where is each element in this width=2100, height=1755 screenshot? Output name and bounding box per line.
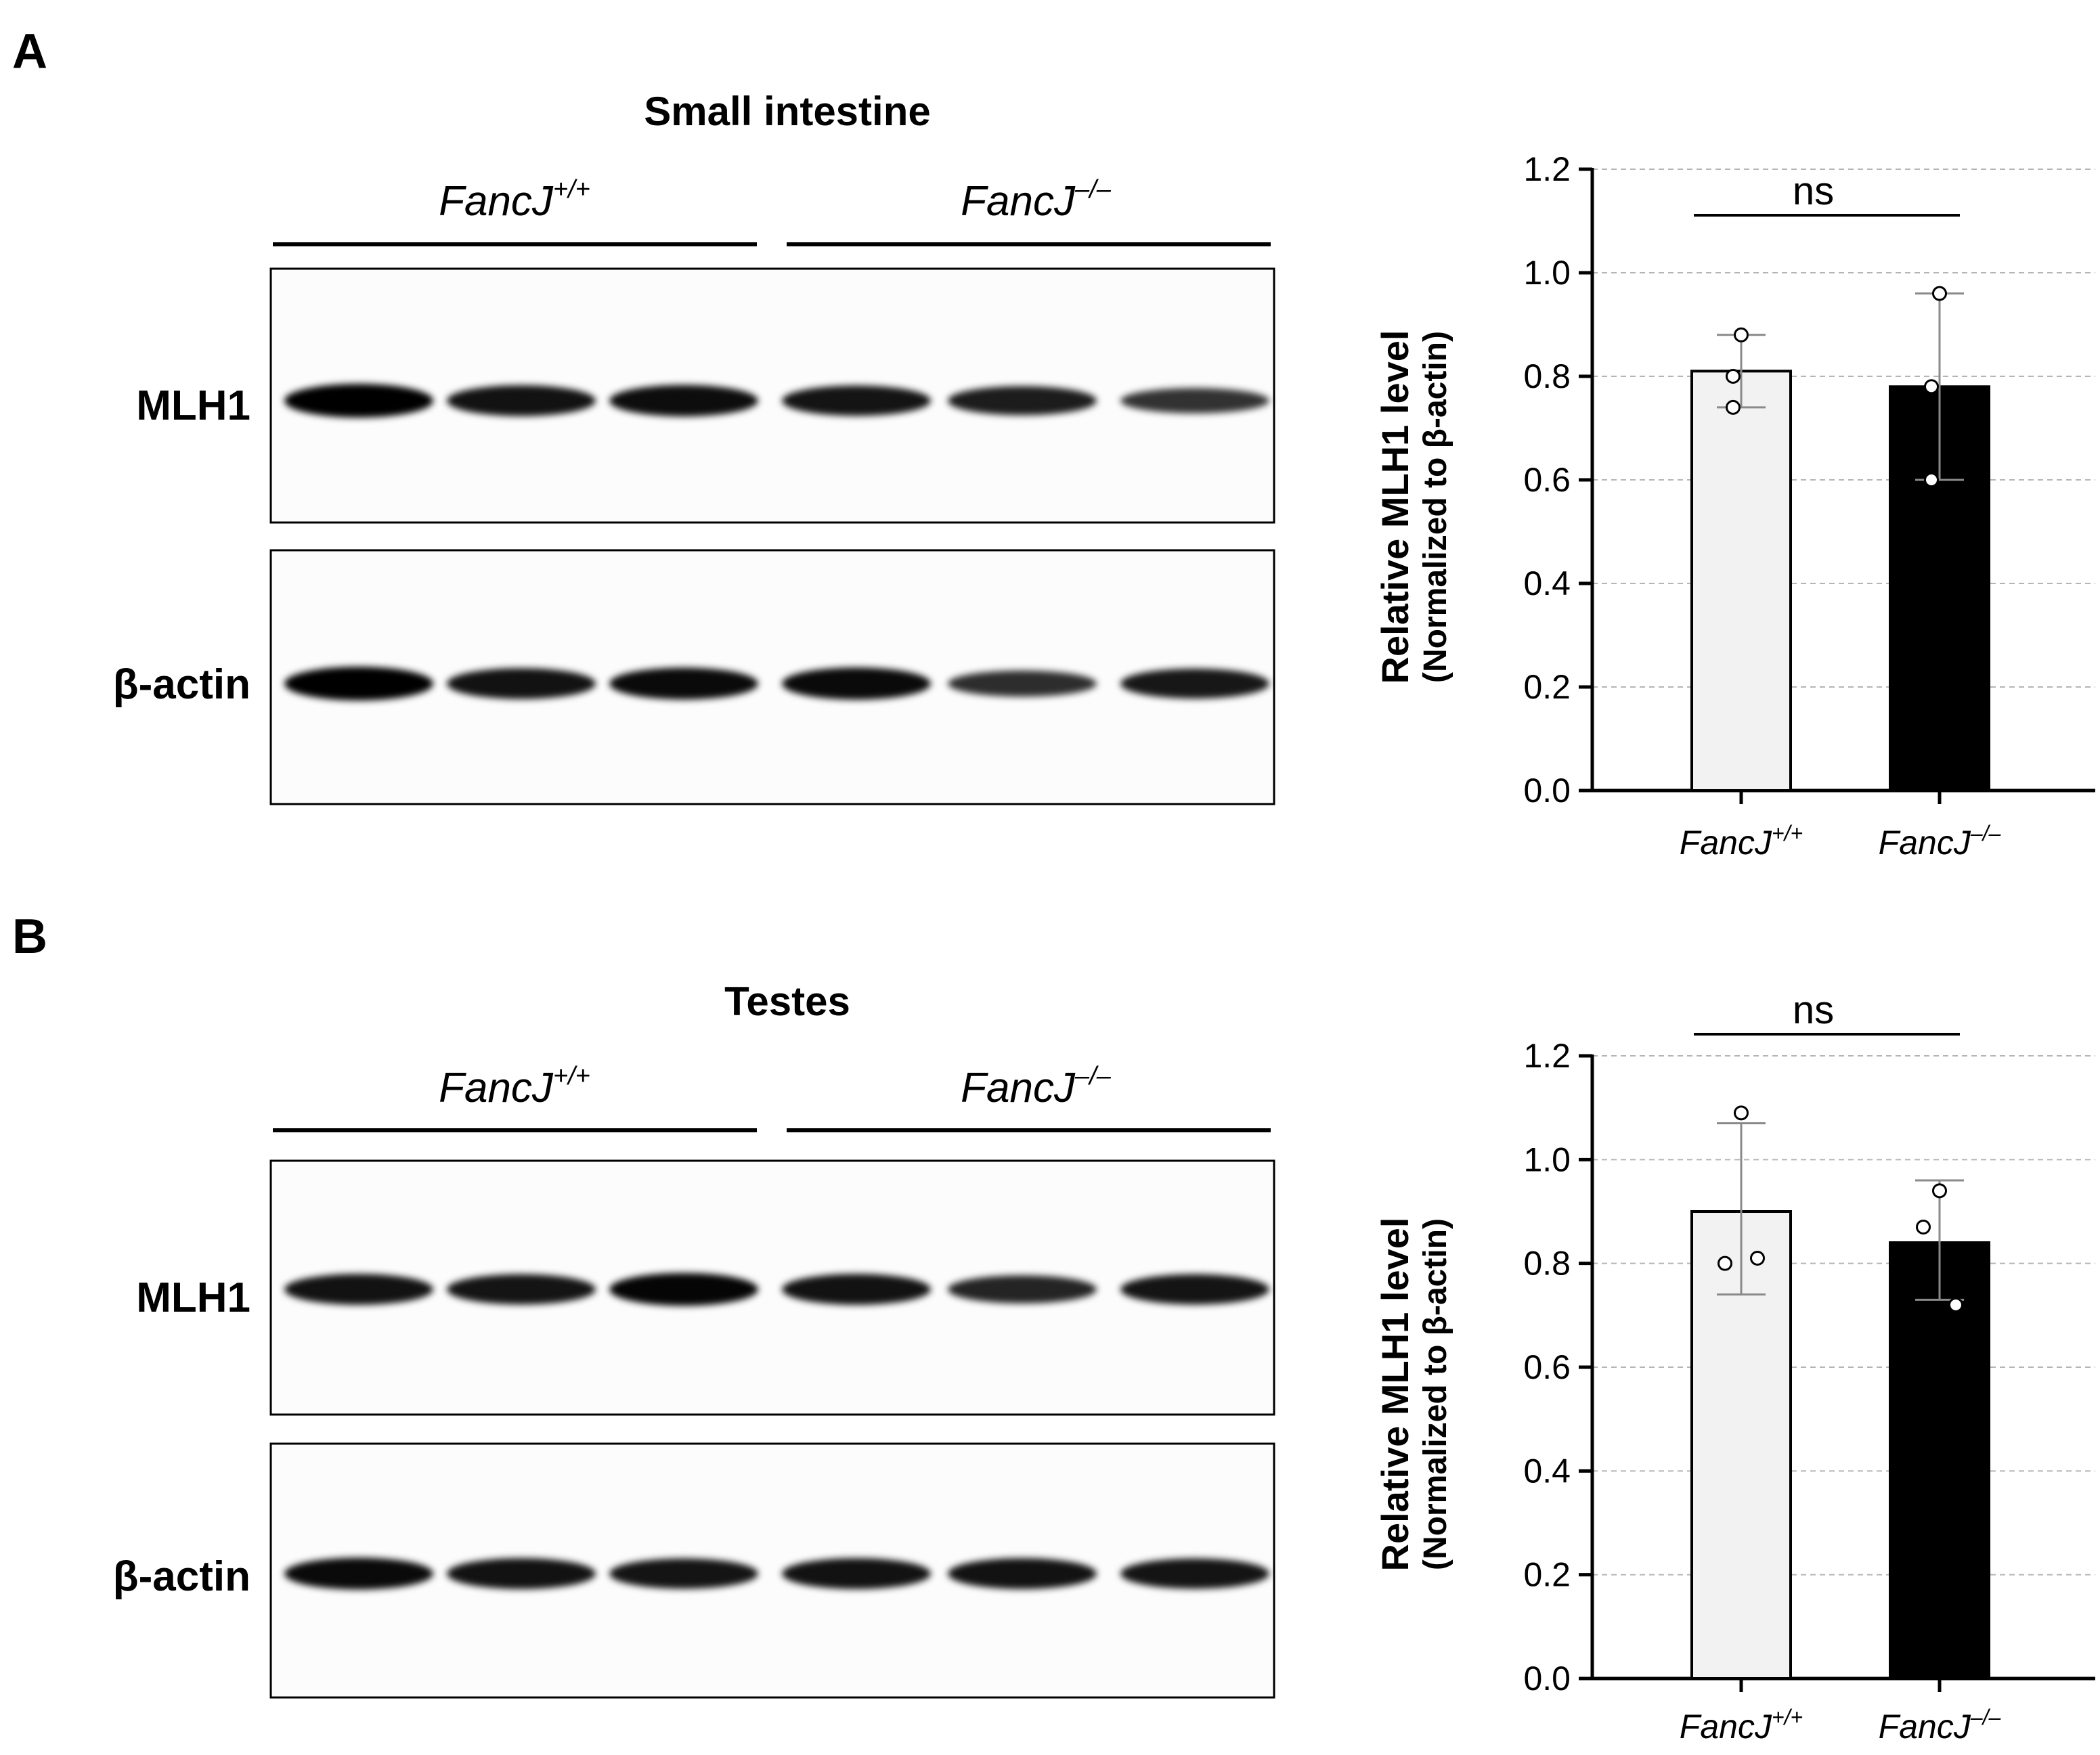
blot-band	[1120, 1274, 1269, 1305]
blot-band	[284, 384, 433, 418]
panel-b: B Testes FancJ+/+ FancJ–/– MLH1 β-actin …	[12, 910, 2095, 1746]
y-axis-title: Relative MLH1 level	[1374, 330, 1416, 684]
blot-band	[609, 1558, 758, 1589]
data-point	[1726, 369, 1741, 384]
panel-b-blot-mlh1	[269, 1159, 1275, 1416]
panel-a-row-label-actin: β-actin	[113, 661, 250, 708]
panel-b-row-label-mlh1: MLH1	[136, 1274, 250, 1321]
data-point	[1734, 1105, 1749, 1121]
blot-band	[609, 667, 758, 700]
y-tick-label: 0.8	[1523, 357, 1571, 395]
y-tick-label: 0.0	[1523, 772, 1571, 809]
panel-b-row-label-actin: β-actin	[113, 1553, 250, 1600]
panel-a-blot-mlh1	[269, 267, 1275, 524]
significance-label: ns	[1793, 988, 1834, 1032]
blot-band	[447, 385, 596, 416]
panel-b-tissue-title: Testes	[724, 979, 850, 1024]
y-tick-label: 1.0	[1523, 254, 1571, 292]
x-category-label: FancJ+/+	[1680, 821, 1803, 862]
significance-label: ns	[1793, 169, 1834, 213]
panel-a-group-label-wt: FancJ+/+	[439, 175, 590, 225]
blot-band	[948, 1558, 1097, 1589]
blot-band	[447, 1558, 596, 1589]
panel-a-letter: A	[12, 24, 47, 79]
panel-b-letter: B	[12, 910, 47, 964]
x-category-label: FancJ+/+	[1680, 1705, 1803, 1746]
blot-band	[284, 667, 433, 701]
panel-a-group-label-ko: FancJ–/–	[961, 175, 1112, 225]
blot-band	[284, 1557, 433, 1590]
blot-band	[609, 384, 758, 417]
panel-a-actin-bands	[284, 667, 1269, 701]
panel-a-blot-actin	[269, 549, 1275, 805]
y-tick-label: 1.2	[1523, 1037, 1571, 1075]
data-point	[1924, 379, 1939, 395]
blot-band	[447, 1274, 596, 1305]
y-axis-subtitle: (Normalized to β-actin)	[1418, 1218, 1453, 1570]
y-tick-label: 1.0	[1523, 1140, 1571, 1178]
y-tick-label: 0.8	[1523, 1245, 1571, 1283]
y-tick-label: 0.2	[1523, 1556, 1571, 1594]
panel-a-tissue-title: Small intestine	[644, 89, 930, 134]
data-point	[1932, 1183, 1947, 1199]
y-tick-label: 0.6	[1523, 1348, 1571, 1386]
x-category-label: FancJ–/–	[1879, 821, 2001, 862]
data-point	[1916, 1220, 1931, 1235]
panel-a: A Small intestine FancJ+/+ FancJ–/– MLH1…	[12, 24, 2095, 862]
panel-a-mlh1-bands	[284, 384, 1269, 418]
panel-b-group-label-ko: FancJ–/–	[961, 1062, 1112, 1111]
blot-band	[782, 1558, 931, 1589]
blot-band	[948, 386, 1097, 416]
y-tick-label: 0.4	[1523, 1452, 1571, 1490]
y-tick-label: 0.0	[1523, 1660, 1571, 1697]
blot-band	[447, 668, 596, 699]
data-point	[1948, 1297, 1963, 1312]
y-tick-label: 0.4	[1523, 564, 1571, 602]
panel-b-bar-chart: 0.0 0.2 0.4 0.6 0.8 1.0 1.2 FancJ+/+ FancJ–/– ns R…	[1374, 988, 2095, 1746]
blot-band	[1120, 1558, 1269, 1589]
panel-b-actin-bands	[284, 1557, 1269, 1590]
x-category-label: FancJ–/–	[1879, 1705, 2001, 1746]
blot-band	[782, 385, 931, 416]
bar	[1690, 370, 1792, 792]
data-point	[1734, 327, 1749, 342]
blot-band	[948, 1275, 1097, 1304]
data-point	[1924, 472, 1939, 487]
blot-band	[284, 1274, 433, 1305]
panel-a-bar-chart: 0.0 0.2 0.4 0.6 0.8 1.0 1.2 FancJ+/+ FancJ–/– ns R…	[1374, 150, 2095, 862]
blot-band	[782, 667, 931, 700]
y-tick-label: 0.6	[1523, 461, 1571, 499]
y-axis-title: Relative MLH1 level	[1374, 1218, 1416, 1572]
data-point	[1726, 399, 1741, 415]
data-point	[1750, 1251, 1765, 1266]
y-axis-subtitle: (Normalized to β-actin)	[1418, 331, 1453, 683]
data-point	[1932, 286, 1947, 301]
blot-band	[782, 1274, 931, 1305]
panel-b-mlh1-bands	[284, 1272, 1269, 1306]
data-point	[1718, 1256, 1732, 1271]
blot-band	[948, 670, 1097, 697]
y-tick-label: 1.2	[1523, 150, 1571, 188]
y-tick-label: 0.2	[1523, 668, 1571, 706]
blot-band	[609, 1272, 758, 1306]
panel-b-blot-actin	[269, 1442, 1275, 1699]
panel-a-row-label-mlh1: MLH1	[136, 382, 250, 429]
blot-band	[1120, 388, 1269, 414]
bar	[1889, 1241, 1990, 1680]
panel-b-group-label-wt: FancJ+/+	[439, 1062, 590, 1111]
blot-band	[1120, 668, 1269, 699]
